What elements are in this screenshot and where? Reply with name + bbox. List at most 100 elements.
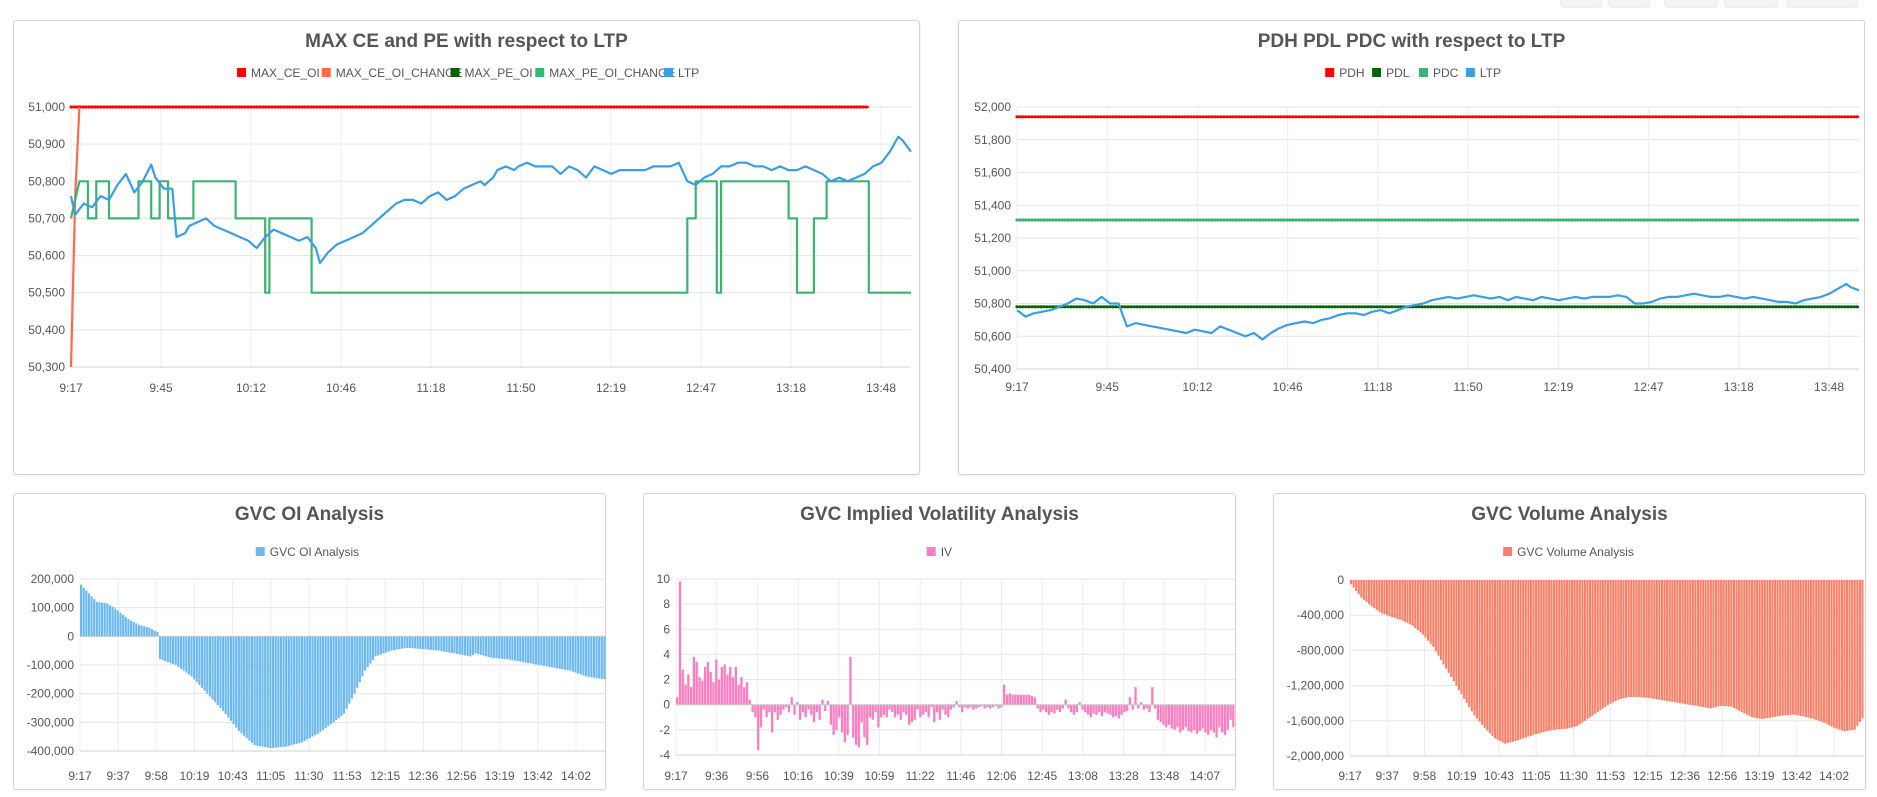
bar <box>1532 580 1535 735</box>
legend-label: PDL <box>1386 66 1410 80</box>
series-marker <box>1204 305 1208 309</box>
toolbar-button[interactable] <box>1608 0 1650 8</box>
series-marker <box>414 105 418 109</box>
legend-item-iv[interactable]: IV <box>926 545 952 559</box>
series-marker <box>1033 305 1037 309</box>
bar <box>1745 580 1748 715</box>
legend-item-ltp[interactable]: LTP <box>1465 66 1501 80</box>
y-tick-label: -2,000,000 <box>1287 749 1345 763</box>
series-marker <box>1210 305 1214 309</box>
series-marker <box>1282 115 1286 119</box>
series-marker <box>381 105 385 109</box>
series-marker <box>1327 218 1331 222</box>
series-marker <box>1414 115 1418 119</box>
toolbar-button[interactable] <box>1786 0 1858 8</box>
bar <box>471 636 474 655</box>
series-marker <box>1231 115 1235 119</box>
bar <box>846 704 849 735</box>
bar <box>1573 580 1576 727</box>
bar <box>1406 580 1409 624</box>
series-marker <box>1126 305 1130 309</box>
toolbar-button[interactable] <box>1724 0 1778 8</box>
legend-item-max-ce-oi-change[interactable]: MAX_CE_OI_CHANGE <box>321 66 463 80</box>
bar <box>1365 580 1368 602</box>
series-marker <box>855 105 859 109</box>
legend-item-pdc[interactable]: PDC <box>1419 66 1459 80</box>
series-marker <box>1666 115 1670 119</box>
legend-item-pdh[interactable]: PDH <box>1325 66 1365 80</box>
bar <box>1439 580 1443 661</box>
series-marker <box>591 105 595 109</box>
legend-item-ltp[interactable]: LTP <box>664 66 699 80</box>
series-marker <box>264 105 268 109</box>
bar <box>258 636 261 747</box>
series-marker <box>1531 218 1535 222</box>
bar <box>1666 580 1669 701</box>
bar <box>356 636 359 688</box>
toolbar-button[interactable] <box>1664 0 1718 8</box>
series-marker <box>774 105 778 109</box>
legend-item-max-pe-oi[interactable]: MAX_PE_OI <box>450 66 533 80</box>
series-marker <box>1573 305 1577 309</box>
toolbar-button[interactable] <box>1560 0 1602 8</box>
legend-item-max-ce-oi[interactable]: MAX_CE_OI <box>237 66 320 80</box>
bar <box>379 636 382 655</box>
series-marker <box>1366 305 1370 309</box>
series-marker <box>222 105 226 109</box>
series-marker <box>1504 218 1508 222</box>
legend-item-pdl[interactable]: PDL <box>1372 66 1410 80</box>
bar <box>274 636 277 748</box>
series-marker <box>447 105 451 109</box>
series-marker <box>558 105 562 109</box>
series-marker <box>1393 218 1397 222</box>
series-marker <box>1654 115 1658 119</box>
series-marker <box>1630 218 1634 222</box>
series-marker <box>630 105 634 109</box>
bar <box>1524 580 1527 738</box>
series-marker <box>627 105 631 109</box>
bar <box>857 704 860 748</box>
series-marker <box>807 105 811 109</box>
series-marker <box>1402 115 1406 119</box>
series-marker <box>1441 305 1445 309</box>
bar <box>600 636 603 679</box>
bar <box>894 704 897 718</box>
series-marker <box>1168 305 1172 309</box>
series-marker <box>1369 115 1373 119</box>
bar <box>366 636 369 668</box>
series-marker <box>1483 218 1487 222</box>
series-marker <box>546 105 550 109</box>
bar <box>1151 687 1154 705</box>
legend-label: PDC <box>1433 66 1459 80</box>
series-marker <box>1567 115 1571 119</box>
series-marker <box>459 105 463 109</box>
series-marker <box>1804 218 1808 222</box>
bar <box>1537 580 1540 734</box>
bar <box>1555 580 1558 730</box>
series-marker <box>1183 115 1187 119</box>
series-marker <box>1060 218 1064 222</box>
bar <box>1771 580 1774 718</box>
bar <box>1699 580 1702 707</box>
bar <box>991 704 995 708</box>
series-marker <box>1621 218 1625 222</box>
series-marker <box>360 105 364 109</box>
bar <box>1437 580 1440 656</box>
legend-item-gvc-oi-analysis[interactable]: GVC OI Analysis <box>255 545 359 559</box>
x-tick-label: 10:16 <box>783 769 813 783</box>
series-marker <box>1591 115 1595 119</box>
series-marker <box>1507 115 1511 119</box>
series-marker <box>1606 218 1610 222</box>
series-marker <box>1111 305 1115 309</box>
bar <box>374 636 377 657</box>
bar <box>1434 580 1437 652</box>
legend-item-gvc-volume-analysis[interactable]: GVC Volume Analysis <box>1503 545 1634 559</box>
legend-item-max-pe-oi-change[interactable]: MAX_PE_OI_CHANGE <box>535 66 675 80</box>
legend-label: IV <box>941 545 952 559</box>
series-marker <box>1663 218 1667 222</box>
series-marker <box>1285 115 1289 119</box>
bar <box>1000 704 1003 708</box>
series-marker <box>1855 218 1859 222</box>
bar <box>1493 580 1496 739</box>
series-marker <box>1849 218 1853 222</box>
